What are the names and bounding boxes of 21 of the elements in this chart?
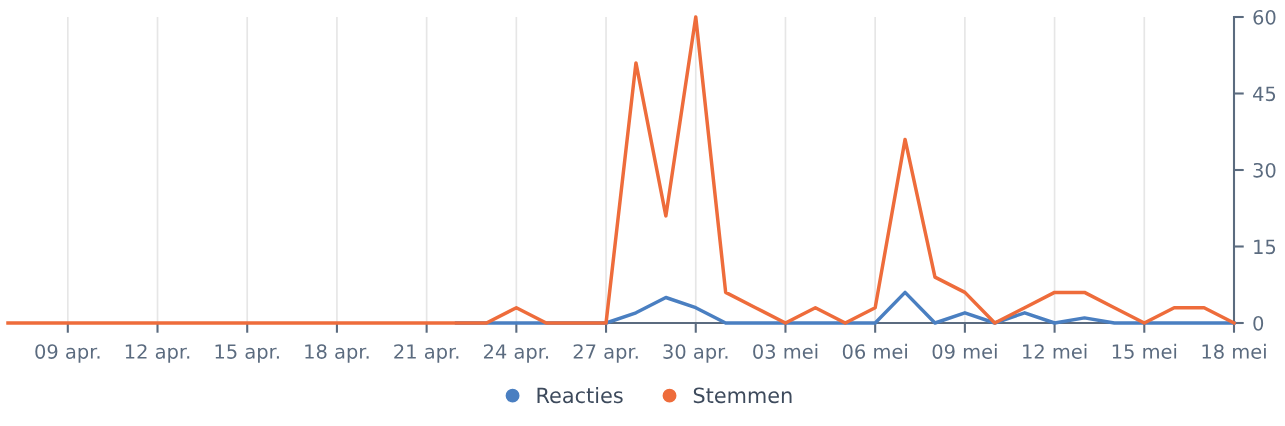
x-tick-label: 18 apr. xyxy=(305,344,369,363)
legend-label: Stemmen xyxy=(693,387,792,404)
x-tick-label: 09 apr. xyxy=(35,344,100,363)
x-tick-label: 27 apr. xyxy=(573,344,638,363)
x-tick-label: 09 mei xyxy=(932,343,997,359)
x-tick-label: 12 apr. xyxy=(125,344,190,363)
x-tick-label: 18 mei xyxy=(1202,343,1266,359)
x-tick-label: 12 mei xyxy=(1023,343,1087,359)
y-tick-label: 0 xyxy=(1253,315,1264,331)
x-tick-label: 30 apr. xyxy=(663,344,728,363)
y-tick-label: 15 xyxy=(1254,239,1276,255)
x-tick-label: 21 apr. xyxy=(394,344,459,363)
y-tick-label: 30 xyxy=(1253,162,1276,178)
x-tick-label: 15 apr. xyxy=(215,344,279,363)
y-tick-label: 45 xyxy=(1253,86,1276,102)
legend-label: Reacties xyxy=(537,387,623,404)
x-tick-label: 06 mei xyxy=(842,343,907,359)
y-tick-label: 60 xyxy=(1253,9,1276,25)
x-tick-label: 15 mei xyxy=(1112,343,1177,359)
x-tick-label: 03 mei xyxy=(753,343,818,359)
x-tick-label: 24 apr. xyxy=(483,344,549,363)
